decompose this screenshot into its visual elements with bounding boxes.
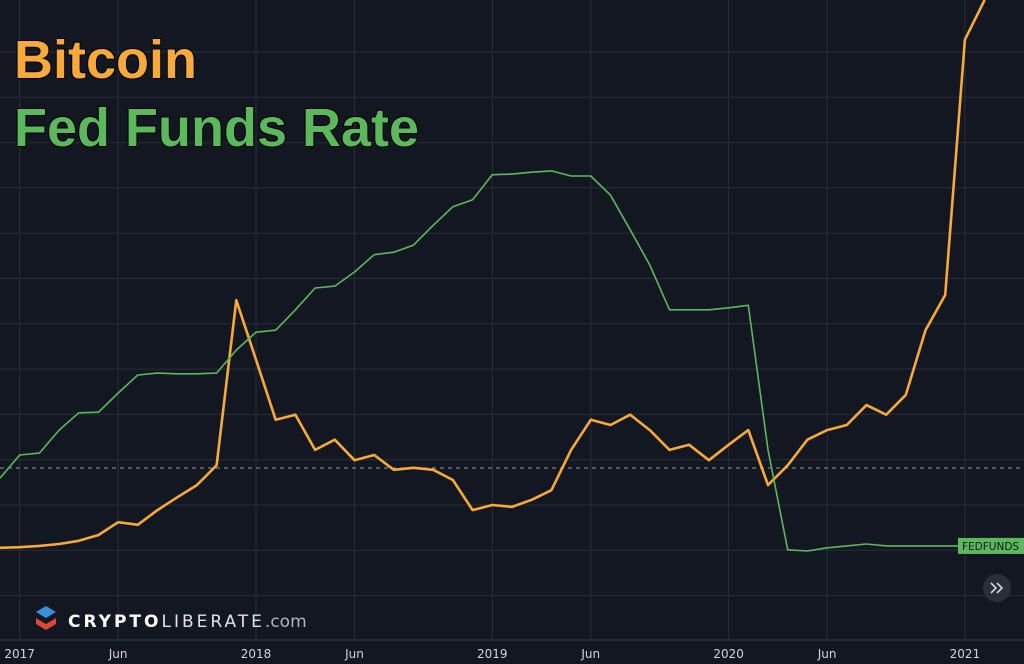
- x-tick-label: Jun: [817, 647, 837, 661]
- series-line: [0, 0, 986, 550]
- x-tick-label: 2020: [713, 647, 744, 661]
- x-tick-label: 2017: [4, 647, 35, 661]
- title-fed: Fed Funds Rate: [14, 98, 419, 158]
- x-tick-label: Jun: [580, 647, 600, 661]
- series-line: [0, 170, 985, 552]
- watermark: CRYPTOLIBERATE.com: [36, 606, 307, 632]
- brand-light: LIBERATE: [161, 612, 264, 632]
- logo-bottom: [36, 618, 56, 630]
- grid: [0, 0, 1024, 640]
- svg-text:CRYPTOLIBERATE.com: CRYPTOLIBERATE.com: [68, 612, 307, 632]
- x-tick-label: 2019: [477, 647, 508, 661]
- scroll-button[interactable]: [983, 574, 1011, 602]
- scroll-icon[interactable]: [990, 582, 1004, 594]
- brand-bold: CRYPTO: [68, 612, 161, 632]
- brand-suffix: .com: [265, 612, 307, 632]
- x-tick-label: 2021: [950, 647, 981, 661]
- x-tick-label: 2018: [241, 647, 272, 661]
- x-tick-label: Jun: [108, 647, 128, 661]
- series-tag: FEDFUNDS: [962, 541, 1019, 553]
- title-bitcoin: Bitcoin: [14, 30, 197, 90]
- x-tick-label: Jun: [344, 647, 364, 661]
- series-tag-bg: [958, 537, 1024, 554]
- logo-top: [36, 606, 56, 618]
- plot: [0, 0, 986, 552]
